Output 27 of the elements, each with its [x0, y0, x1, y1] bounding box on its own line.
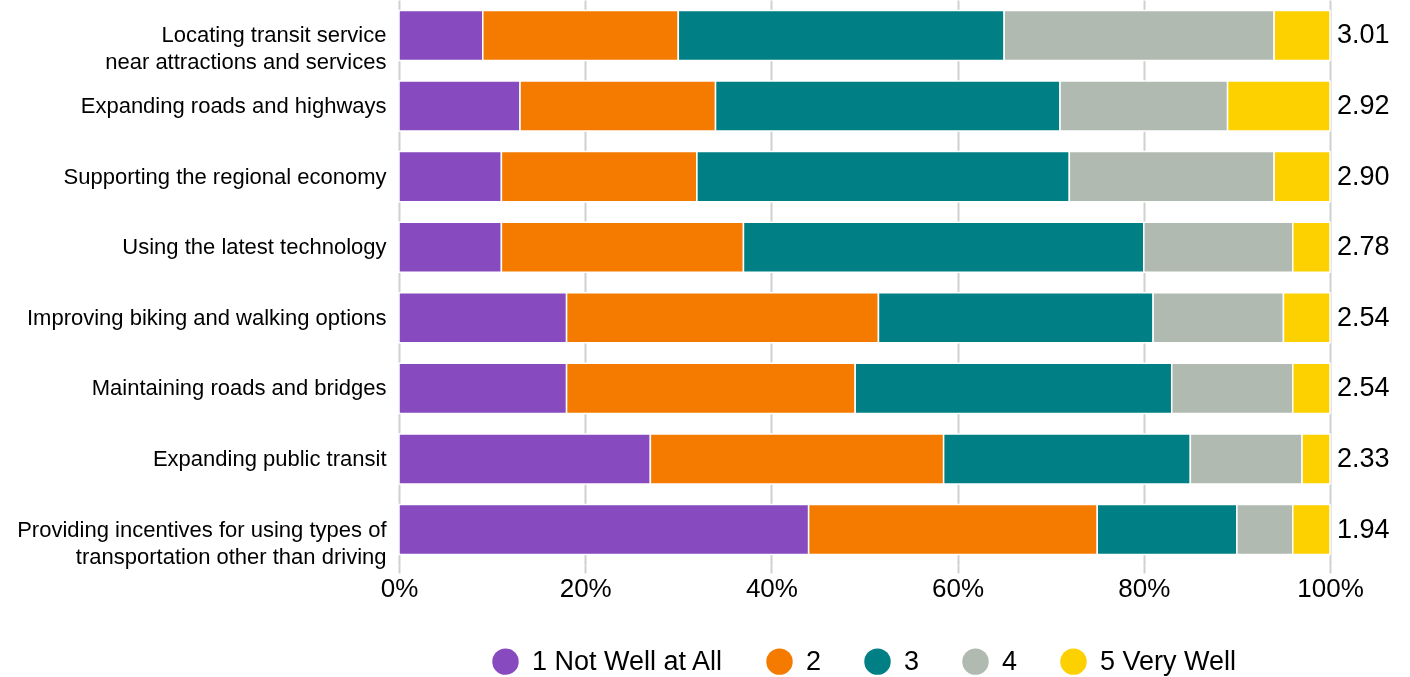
text: 2.92: [1337, 90, 1390, 121]
legend-label: 2: [806, 645, 822, 676]
y-tick-label: Expanding public transit: [152, 445, 387, 471]
legend-label: 1 Not Well at All: [532, 645, 723, 676]
x-tick-label: 40%: [745, 572, 798, 603]
y-tick-label: Maintaining roads and bridges: [91, 375, 387, 401]
legend-label: 5 Very Well: [1100, 645, 1237, 676]
text: 1.94: [1337, 513, 1390, 544]
x-tick-label: 100%: [1297, 572, 1364, 603]
y-tick-label: Improving biking and walking options: [26, 304, 387, 330]
x-tick-label: 0%: [380, 572, 419, 603]
text: 3.01: [1337, 19, 1390, 50]
y-tick-label: Providing incentives for using types of transportation other than driving: [17, 516, 388, 569]
x-tick-label: 20%: [559, 572, 612, 603]
legend-label: 3: [904, 645, 920, 676]
x-tick-label: 60%: [932, 572, 985, 603]
x-tick-label: 80%: [1118, 572, 1171, 603]
text: 2.33: [1337, 442, 1390, 473]
y-tick-label: Using the latest technology: [122, 234, 387, 260]
y-tick-label: Supporting the regional economy: [63, 163, 387, 189]
text: 2.54: [1337, 372, 1390, 403]
text: 2.90: [1337, 160, 1390, 191]
text: 2.78: [1337, 231, 1390, 262]
y-tick-label: Expanding roads and highways: [80, 93, 387, 119]
text: 2.54: [1337, 301, 1390, 332]
y-tick-label: Locating transit service near attractions and services: [105, 22, 387, 75]
legend-label: 4: [1002, 645, 1018, 676]
